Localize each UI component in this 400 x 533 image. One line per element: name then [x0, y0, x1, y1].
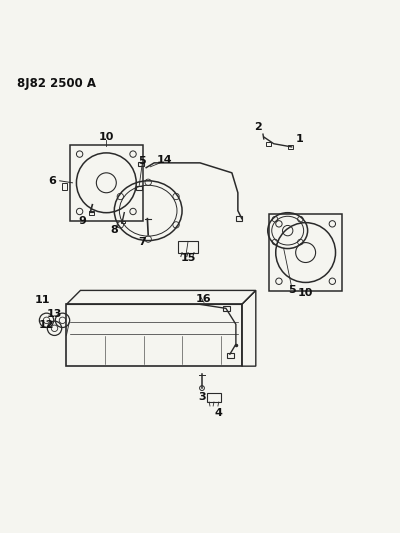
Text: 14: 14 — [156, 155, 172, 165]
Text: 12: 12 — [39, 320, 54, 330]
Text: 9: 9 — [78, 216, 86, 225]
Bar — [223, 306, 230, 311]
Bar — [89, 212, 94, 215]
Text: 7: 7 — [138, 237, 146, 247]
Text: 1: 1 — [296, 134, 304, 144]
Bar — [266, 142, 271, 146]
Text: 3: 3 — [198, 392, 206, 402]
Text: 5: 5 — [288, 285, 296, 295]
Bar — [138, 162, 144, 166]
Text: 4: 4 — [214, 408, 222, 418]
Text: 15: 15 — [180, 253, 196, 263]
Text: 10: 10 — [298, 288, 313, 298]
Bar — [207, 393, 221, 402]
Bar — [121, 221, 126, 223]
Text: 16: 16 — [196, 294, 212, 304]
Bar — [178, 241, 198, 253]
Text: 2: 2 — [254, 122, 262, 132]
Text: 8J82 2500 A: 8J82 2500 A — [17, 77, 96, 90]
Bar — [288, 145, 293, 149]
Text: 5: 5 — [138, 156, 146, 166]
Text: 11: 11 — [35, 295, 50, 305]
Text: 10: 10 — [99, 132, 114, 142]
Bar — [136, 185, 142, 190]
Text: 13: 13 — [47, 309, 62, 319]
Bar — [66, 304, 242, 366]
Bar — [227, 353, 234, 358]
Bar — [236, 216, 242, 221]
Bar — [62, 183, 67, 190]
Text: 8: 8 — [110, 225, 118, 235]
Text: 6: 6 — [48, 176, 56, 186]
